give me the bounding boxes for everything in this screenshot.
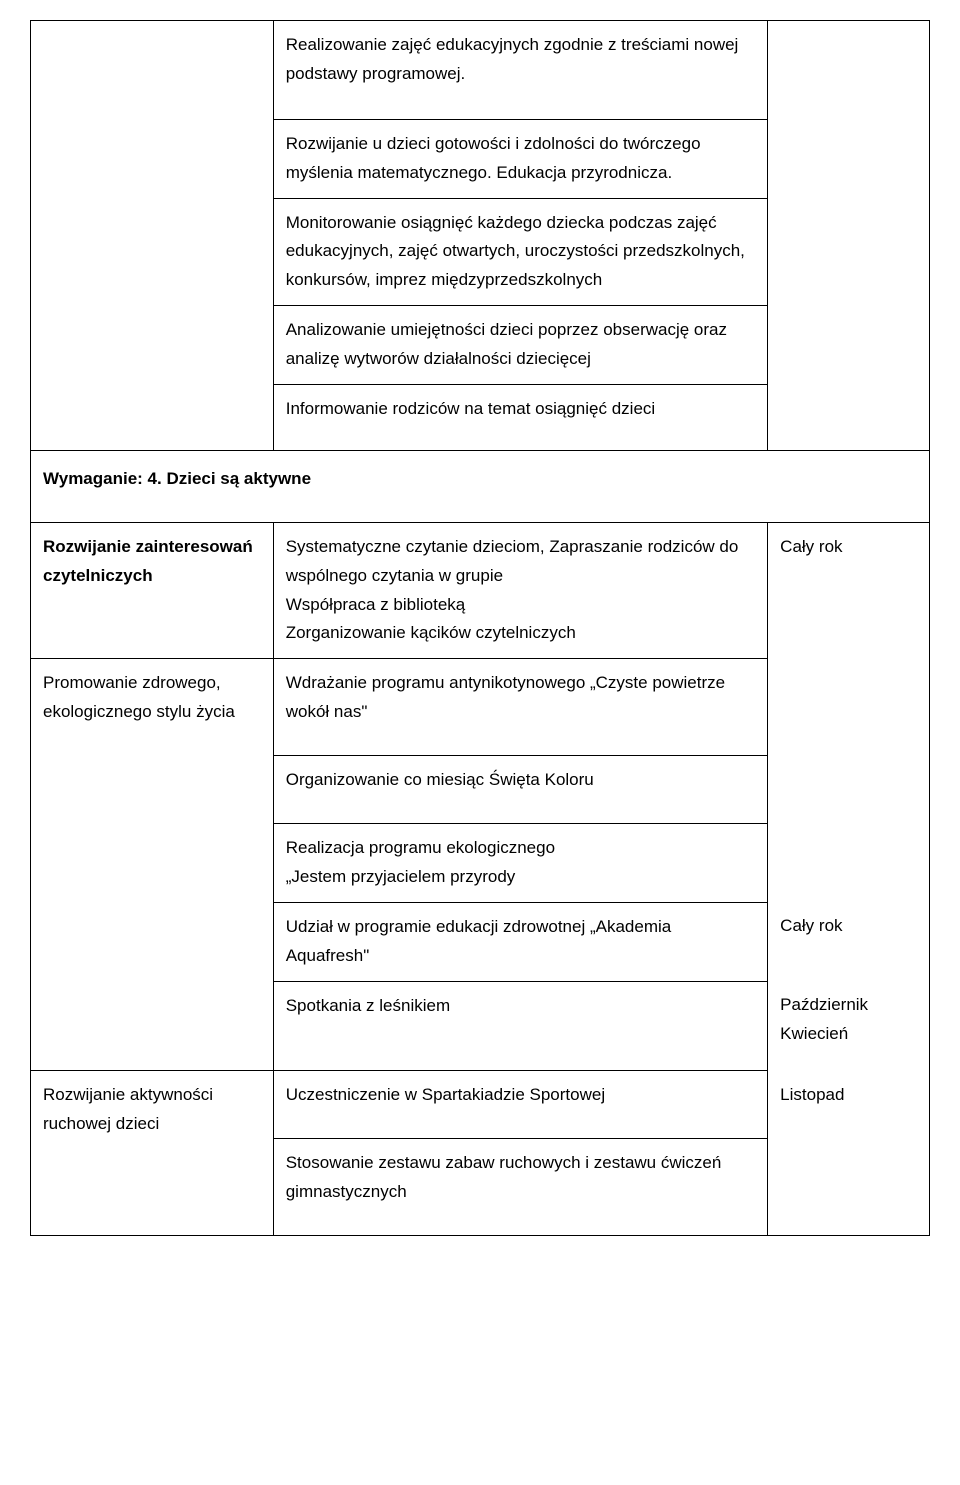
s2-cell-3: Realizacja programu ekologicznego „Jeste…: [273, 824, 767, 903]
top-cell-4: Analizowanie umiejętności dzieci poprzez…: [273, 306, 767, 385]
top-col3-empty: [768, 21, 930, 451]
s2-cell-1: Wdrażanie programu antynikotynowego „Czy…: [273, 659, 767, 756]
s1-col1: Rozwijanie zainteresowań czytelniczych: [31, 522, 274, 659]
document-table: Realizowanie zajęć edukacyjnych zgodnie …: [30, 20, 930, 1236]
top-cell-3: Monitorowanie osiągnięć każdego dziecka …: [273, 198, 767, 306]
s2-cell-4: Udział w programie edukacji zdrowotnej „…: [273, 902, 767, 981]
s4-cell-1: Uczestniczenie w Spartakiadzie Sportowej: [273, 1071, 767, 1139]
s1-col2: Systematyczne czytanie dzieciom, Zaprasz…: [273, 522, 767, 659]
s4-cell-2: Stosowanie zestawu zabaw ruchowych i zes…: [273, 1139, 767, 1236]
col3-block-a: Cały rok: [768, 522, 930, 902]
s2-cell-2: Organizowanie co miesiąc Święta Koloru: [273, 756, 767, 824]
col3-block-b: Cały rok: [768, 902, 930, 981]
top-cell-2: Rozwijanie u dzieci gotowości i zdolnośc…: [273, 119, 767, 198]
s4-col1: Rozwijanie aktywności ruchowej dzieci: [31, 1071, 274, 1236]
s2-cell-5: Spotkania z leśnikiem: [273, 981, 767, 1071]
top-cell-5: Informowanie rodziców na temat osiągnięć…: [273, 385, 767, 451]
col3-block-d: Listopad: [768, 1071, 930, 1236]
col3-block-c: Październik Kwiecień: [768, 981, 930, 1071]
top-cell-1: Realizowanie zajęć edukacyjnych zgodnie …: [273, 21, 767, 120]
s2-col1: Promowanie zdrowego, ekologicznego stylu…: [31, 659, 274, 1071]
section-header: Wymaganie: 4. Dzieci są aktywne: [31, 450, 930, 522]
top-col1-empty: [31, 21, 274, 451]
